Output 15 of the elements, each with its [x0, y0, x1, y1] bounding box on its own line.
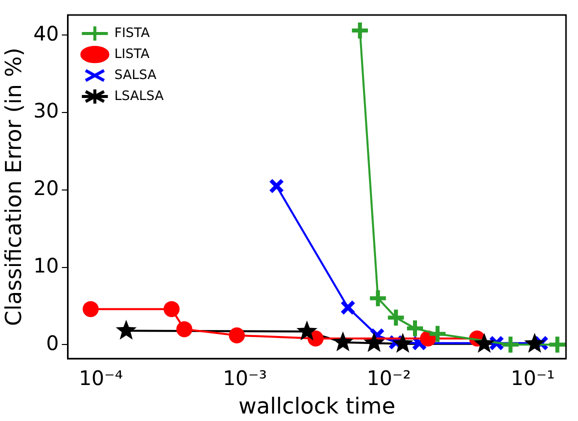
x-axis-title: wallclock time	[238, 394, 396, 420]
x-tick-label: 10⁻¹	[510, 366, 555, 390]
y-tick-label: 0	[46, 330, 59, 355]
y-tick-label: 40	[33, 21, 59, 46]
x-tick-label: 10⁻³	[222, 366, 267, 390]
legend-label: SALSA	[114, 68, 156, 83]
x-tick-label: 10⁻⁴	[78, 366, 123, 390]
y-tick-label: 20	[33, 176, 59, 200]
y-tick-label: 10	[33, 253, 59, 278]
y-tick-label: 30	[33, 98, 59, 123]
legend-label: LSALSA	[114, 88, 164, 104]
legend-label: FISTA	[114, 26, 150, 41]
x-tick-label: 10⁻²	[366, 366, 411, 390]
legend-label: LISTA	[114, 46, 150, 62]
y-axis-title: Classification Error (in %)	[2, 48, 27, 326]
